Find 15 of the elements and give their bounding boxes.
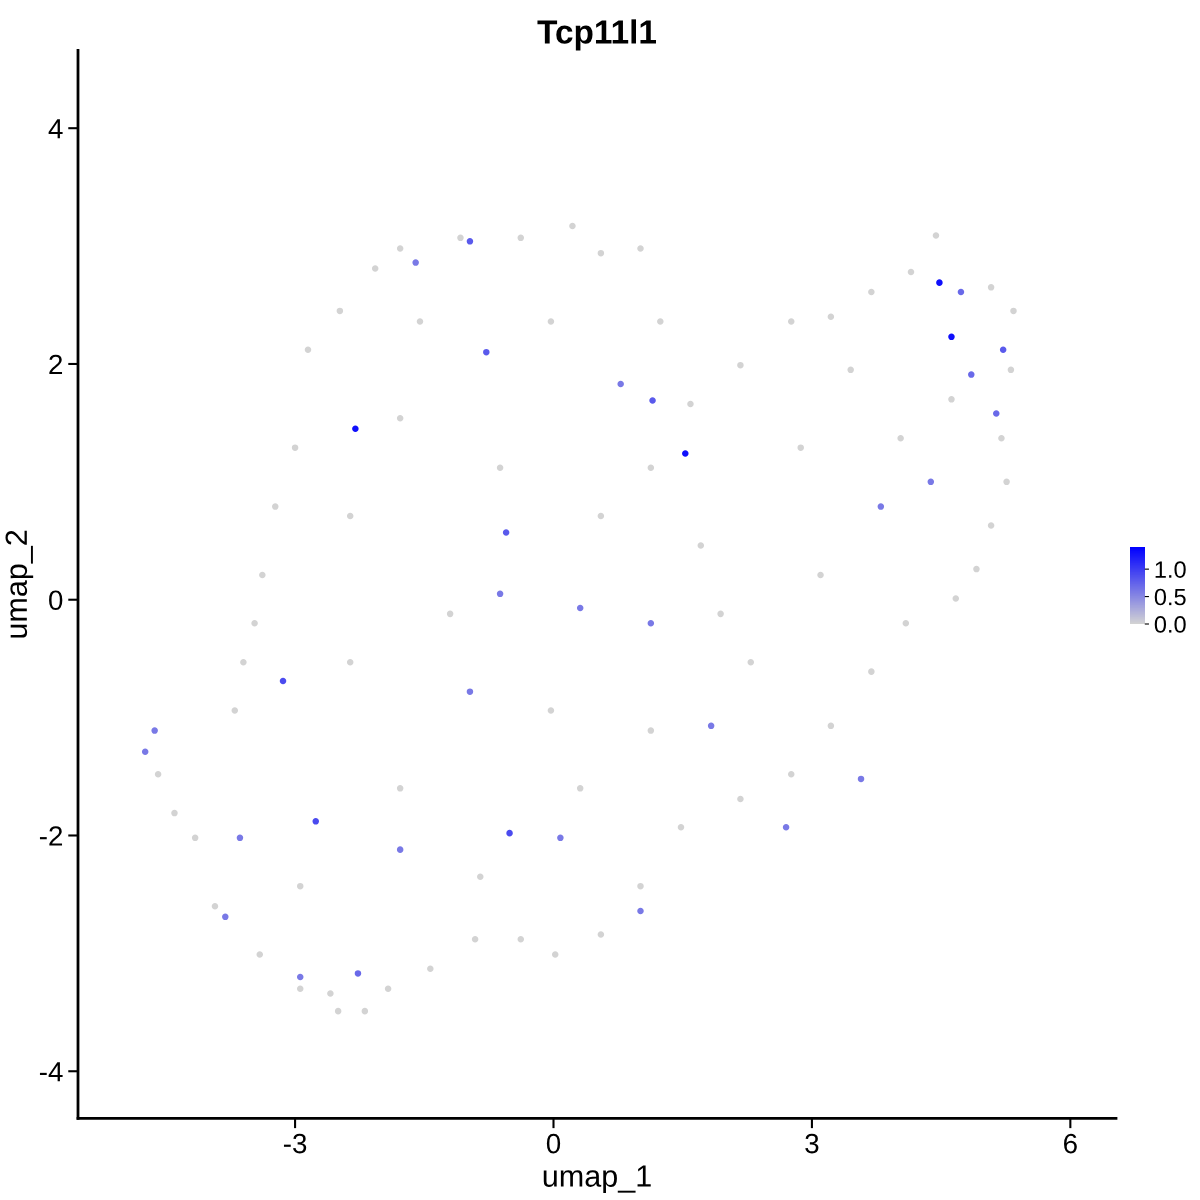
y-axis-title: umap_2 [5,530,34,638]
y-tick-label: 4 [48,119,63,139]
chart-title: Tcp11l1 [537,19,656,51]
y-tick-label: -4 [39,1062,63,1082]
y-tick-label: 2 [49,354,63,375]
color-bar-label: 0.5 [1154,588,1186,606]
y-tick-label: -2 [39,826,63,846]
x-tick-label: 6 [1064,1133,1077,1154]
x-axis-title: umap_1 [543,1165,651,1193]
y-tick-label: 0 [49,590,63,611]
x-tick-label: 3 [805,1133,819,1154]
x-tick-label: 0 [546,1133,561,1154]
x-tick-label: -3 [283,1133,307,1154]
color-bar-label: 1.0 [1155,561,1186,578]
color-bar-label: 0.0 [1154,616,1186,633]
